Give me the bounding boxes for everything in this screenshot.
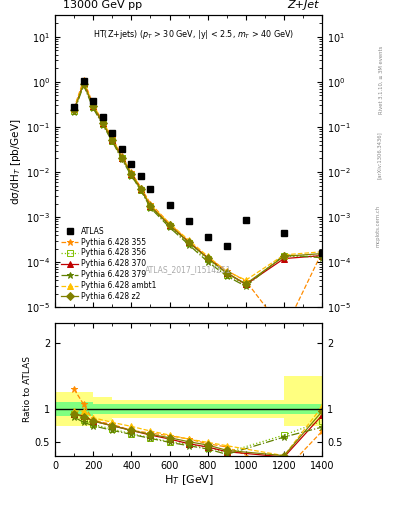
Legend: ATLAS, Pythia 6.428 355, Pythia 6.428 356, Pythia 6.428 370, Pythia 6.428 379, P: ATLAS, Pythia 6.428 355, Pythia 6.428 35…	[59, 224, 159, 304]
Text: ATLAS_2017_I1514251: ATLAS_2017_I1514251	[145, 265, 232, 274]
Y-axis label: dσ/dH$_{T}$ [pb/GeV]: dσ/dH$_{T}$ [pb/GeV]	[9, 118, 23, 205]
X-axis label: H$_{T}$ [GeV]: H$_{T}$ [GeV]	[163, 473, 214, 487]
Text: mcplots.cern.ch: mcplots.cern.ch	[375, 204, 380, 247]
Y-axis label: Ratio to ATLAS: Ratio to ATLAS	[23, 356, 32, 422]
Text: 13000 GeV pp: 13000 GeV pp	[63, 0, 142, 10]
Text: Z+Jet: Z+Jet	[287, 0, 318, 10]
Text: Rivet 3.1.10, ≥ 3M events: Rivet 3.1.10, ≥ 3M events	[379, 46, 384, 114]
Text: [arXiv:1306.3436]: [arXiv:1306.3436]	[377, 132, 382, 179]
Text: HT(Z+jets) ($p_T$ > 30 GeV, |y| < 2.5, $m_T$ > 40 GeV): HT(Z+jets) ($p_T$ > 30 GeV, |y| < 2.5, $…	[94, 29, 294, 41]
